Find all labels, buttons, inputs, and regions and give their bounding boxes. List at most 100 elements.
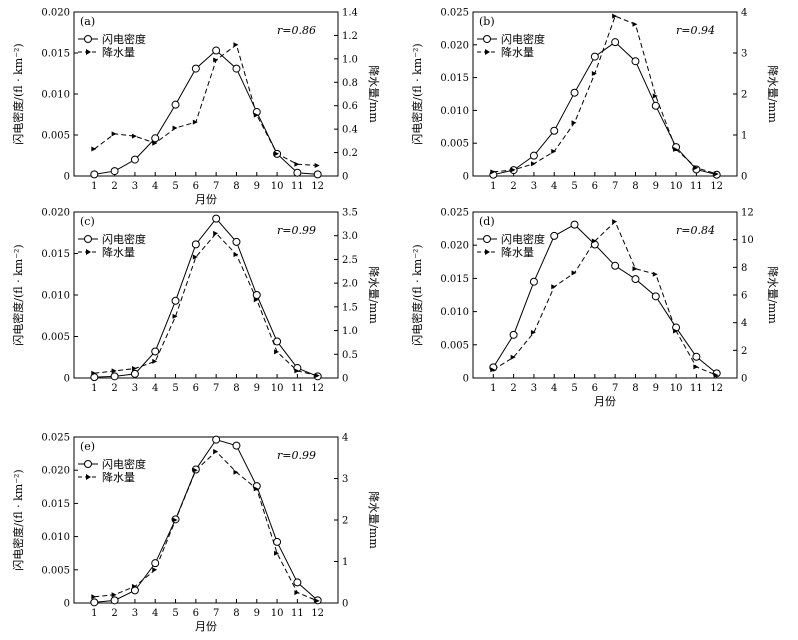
y-left-tick-label: 0.015 xyxy=(41,499,70,510)
data-point-precip xyxy=(632,266,638,272)
x-tick-label: 7 xyxy=(612,181,618,192)
data-point-lightning xyxy=(171,100,180,109)
data-point-lightning xyxy=(692,352,701,361)
x-tick-label: 9 xyxy=(254,608,260,619)
data-point-lightning xyxy=(293,578,302,587)
y-left-axis-title: 闪电密度/(fl · km⁻²) xyxy=(11,43,25,144)
data-point-precip xyxy=(253,297,259,303)
data-point-precip xyxy=(294,590,300,596)
data-point-precip xyxy=(490,169,496,175)
data-point-precip xyxy=(91,594,97,600)
y-left-tick-label: 0.010 xyxy=(440,106,469,117)
x-tick-label: 10 xyxy=(670,181,683,192)
x-tick-label: 9 xyxy=(254,181,260,192)
x-tick-label: 3 xyxy=(531,383,537,394)
x-tick-label: 7 xyxy=(213,608,219,619)
data-point-lightning xyxy=(212,46,221,55)
x-tick-label: 11 xyxy=(291,383,304,394)
y-right-tick-label: 2 xyxy=(741,90,747,101)
y-right-tick-label: 1.4 xyxy=(342,8,358,19)
legend-label-lightning: 闪电密度 xyxy=(102,232,146,246)
data-point-precip xyxy=(591,71,597,76)
data-point-lightning xyxy=(529,277,538,286)
y-right-tick-label: 0 xyxy=(741,172,747,183)
data-point-lightning xyxy=(110,596,119,605)
data-point-precip xyxy=(490,367,496,373)
chart-panel-5: 1 2 3 4 5 6 7 8 9 10 11 1200.0050.0100.0150.0200.02… xyxy=(11,433,381,634)
y-right-tick-label: 3.5 xyxy=(342,208,358,219)
x-tick-label: 9 xyxy=(653,383,659,394)
x-tick-label: 3 xyxy=(132,608,138,619)
x-tick-label: 5 xyxy=(571,383,577,394)
y-left-tick-label: 0.025 xyxy=(41,433,70,444)
data-point-precip xyxy=(510,167,516,173)
data-point-precip xyxy=(652,93,658,99)
y-right-tick-label: 3 xyxy=(342,474,348,485)
data-point-lightning xyxy=(151,134,160,143)
series-line-precip xyxy=(94,232,318,377)
y-left-axis-title: 闪电密度/(fl · km⁻²) xyxy=(11,469,25,570)
y-left-tick-label: 0.005 xyxy=(41,332,70,343)
data-point-lightning xyxy=(273,337,282,346)
series-line-precip xyxy=(493,220,717,376)
x-tick-label: 4 xyxy=(152,383,158,394)
x-tick-label: 5 xyxy=(571,181,577,192)
y-right-tick-label: 0 xyxy=(342,599,348,610)
x-tick-label: 12 xyxy=(311,383,324,394)
data-point-precip xyxy=(111,131,117,137)
chart-panel-1: 1 2 3 4 5 6 7 8 9 10 11 1200.0050.0100.0150.02000.2… xyxy=(11,8,381,207)
x-tick-label: 8 xyxy=(233,383,239,394)
y-right-tick-label: 0 xyxy=(741,374,747,385)
data-point-lightning xyxy=(550,126,559,135)
chart-panel-3: 1 2 3 4 5 6 7 8 9 10 11 1200.0050.0100.0150.02000.5… xyxy=(11,208,381,395)
y-right-tick-label: 1 xyxy=(741,131,747,142)
data-point-lightning xyxy=(212,214,221,223)
x-tick-label: 10 xyxy=(670,383,683,394)
panel-label: (d) xyxy=(479,215,495,228)
data-point-lightning xyxy=(631,57,640,66)
y-left-tick-label: 0.005 xyxy=(41,565,70,576)
x-axis-title: 月份 xyxy=(195,193,217,206)
data-point-lightning xyxy=(570,88,579,97)
data-point-precip xyxy=(172,125,178,131)
x-tick-label: 8 xyxy=(233,608,239,619)
data-point-precip xyxy=(551,284,557,290)
data-point-precip xyxy=(111,592,117,598)
data-point-precip xyxy=(274,550,280,556)
data-point-lightning xyxy=(651,101,660,110)
x-tick-label: 1 xyxy=(91,383,97,394)
x-tick-label: 8 xyxy=(233,181,239,192)
x-tick-label: 5 xyxy=(172,608,178,619)
x-tick-label: 9 xyxy=(254,383,260,394)
legend-label-lightning: 闪电密度 xyxy=(102,32,146,46)
legend-label-precip: 降水量 xyxy=(102,245,135,259)
y-right-tick-label: 0 xyxy=(342,172,348,183)
x-tick-label: 6 xyxy=(193,608,199,619)
data-point-lightning xyxy=(110,167,119,176)
data-point-precip xyxy=(172,517,178,523)
x-tick-label: 2 xyxy=(510,181,516,192)
y-left-tick-label: 0.020 xyxy=(41,466,70,477)
data-point-lightning xyxy=(550,231,559,240)
legend-marker-lightning xyxy=(84,235,92,243)
data-point-precip xyxy=(274,151,280,157)
y-left-axis-title: 闪电密度/(fl · km⁻²) xyxy=(11,244,25,345)
x-tick-label: 2 xyxy=(111,383,117,394)
panel-label: (a) xyxy=(80,15,95,28)
data-point-lightning xyxy=(611,38,620,47)
x-tick-label: 4 xyxy=(551,181,557,192)
data-point-precip xyxy=(693,165,699,171)
y-left-tick-label: 0.020 xyxy=(440,40,469,51)
data-point-precip xyxy=(571,270,577,276)
data-point-precip xyxy=(233,252,239,258)
y-right-tick-label: 4 xyxy=(741,8,747,19)
x-tick-label: 10 xyxy=(271,608,284,619)
y-right-tick-label: 3 xyxy=(741,49,747,60)
y-right-tick-label: 0.4 xyxy=(342,125,358,136)
data-point-precip xyxy=(673,328,679,334)
y-right-tick-label: 1 xyxy=(342,557,348,568)
legend-marker-lightning xyxy=(84,460,92,468)
legend-label-precip: 降水量 xyxy=(102,45,135,59)
y-left-tick-label: 0 xyxy=(463,172,469,183)
panel-label: (b) xyxy=(479,15,495,28)
